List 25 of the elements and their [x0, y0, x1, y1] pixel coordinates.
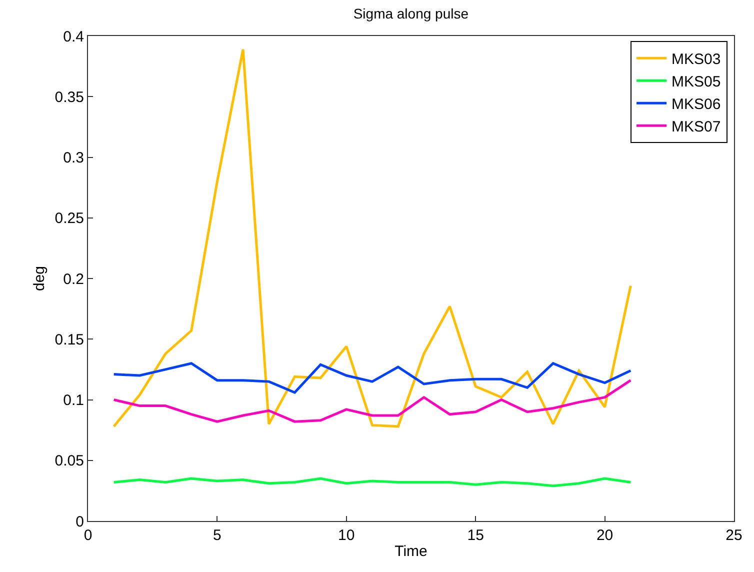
line-series	[112, 477, 632, 488]
y-tick-label: 0.15	[54, 331, 84, 348]
legend-label: MKS05	[672, 73, 721, 90]
x-tick-label: 25	[726, 527, 742, 544]
x-tick-label: 10	[338, 527, 355, 544]
y-tick-label: 0.35	[54, 88, 84, 106]
x-axis-title: Time	[394, 543, 428, 560]
y-tick-label: 0.3	[63, 150, 84, 166]
x-tick-label: 5	[213, 527, 222, 544]
y-tick-label: 0.05	[54, 452, 84, 470]
y-tick-label: 0.4	[63, 28, 84, 46]
y-tick-label: 0.1	[63, 392, 84, 409]
legend-label: MKS07	[672, 118, 721, 136]
y-tick-label: 0.2	[63, 270, 84, 288]
line-series	[112, 362, 632, 394]
y-axis-title: deg	[31, 266, 48, 292]
y-tick-label: 0.25	[54, 210, 84, 228]
line-series	[112, 48, 632, 428]
legend-label: MKS03	[672, 50, 721, 68]
legend-label: MKS06	[672, 96, 721, 113]
line-series	[112, 379, 632, 423]
x-tick-label: 15	[467, 527, 484, 544]
y-tick-label: 0	[76, 513, 84, 530]
chart-title: Sigma along pulse	[353, 5, 469, 22]
x-tick-label: 20	[596, 527, 614, 544]
